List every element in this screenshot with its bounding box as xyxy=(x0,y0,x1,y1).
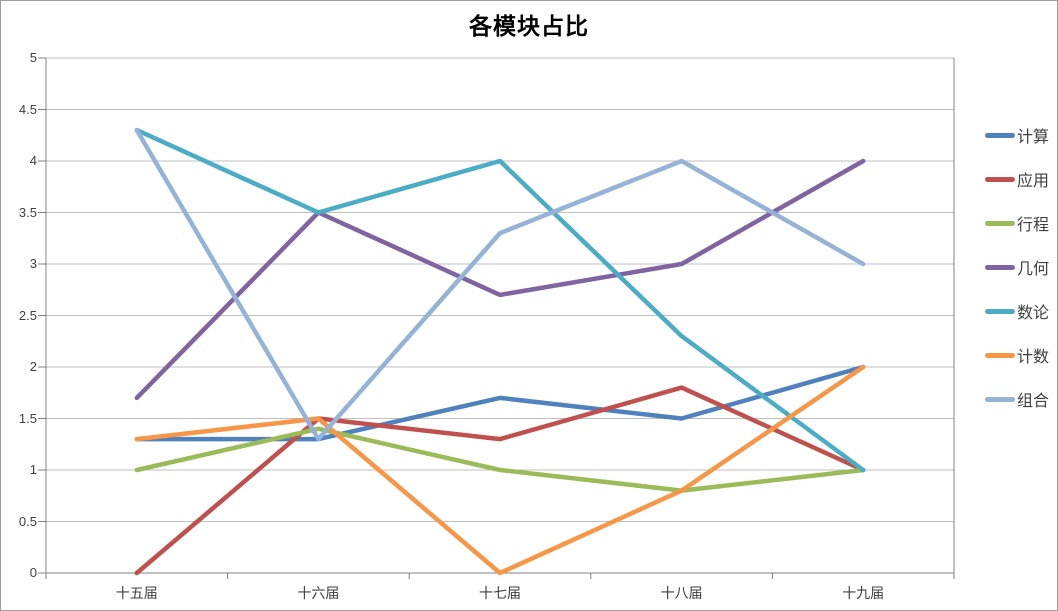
series-line-计数 xyxy=(134,364,866,576)
y-tick-label: 2 xyxy=(29,359,37,374)
legend-swatch-icon xyxy=(985,220,1015,226)
y-tick-label: 2.5 xyxy=(18,307,37,323)
legend-label: 几何 xyxy=(1017,261,1050,278)
series-line-应用 xyxy=(134,385,866,576)
legend-item: 组合 xyxy=(985,377,1049,421)
legend-item: 行程 xyxy=(985,201,1049,245)
x-tick-label: 十七届 xyxy=(479,585,521,601)
y-tick-label: 0 xyxy=(29,565,37,580)
y-tick-label: 4 xyxy=(29,153,37,168)
legend-label: 组合 xyxy=(1017,393,1050,410)
series-line-几何 xyxy=(134,158,866,401)
x-tick-label: 十八届 xyxy=(660,585,703,601)
y-tick-label: 0.5 xyxy=(18,513,37,529)
y-tick-label: 1 xyxy=(29,462,37,477)
series-line-数论 xyxy=(134,127,866,473)
legend-item: 计算 xyxy=(985,113,1049,157)
y-tick-label: 4.5 xyxy=(18,101,37,117)
legend-swatch-icon xyxy=(985,132,1015,138)
legend-label: 行程 xyxy=(1017,217,1050,234)
legend-label: 计算 xyxy=(1017,129,1050,146)
series-line-行程 xyxy=(134,426,866,493)
legend-swatch-icon xyxy=(985,264,1015,270)
legend-item: 数论 xyxy=(985,289,1049,333)
x-tick-label: 十九届 xyxy=(842,585,885,601)
y-tick-label: 5 xyxy=(29,50,37,65)
legend-item: 应用 xyxy=(985,157,1049,201)
legend-swatch-icon xyxy=(985,308,1015,314)
legend-item: 几何 xyxy=(985,245,1049,289)
y-tick-label: 1.5 xyxy=(18,410,37,426)
legend-label: 数论 xyxy=(1017,305,1050,322)
legend: 计算应用行程几何数论计数组合 xyxy=(985,113,1049,421)
y-tick-label: 3 xyxy=(29,256,37,271)
series-line-计算 xyxy=(134,364,866,442)
y-tick-label: 3.5 xyxy=(18,204,37,220)
x-tick-label: 十六届 xyxy=(297,585,340,601)
legend-swatch-icon xyxy=(985,396,1015,402)
legend-swatch-icon xyxy=(985,176,1015,182)
legend-swatch-icon xyxy=(985,352,1015,358)
x-tick-label: 十五届 xyxy=(115,585,158,601)
chart-title: 各模块占比 xyxy=(469,14,589,39)
legend-item: 计数 xyxy=(985,333,1049,377)
legend-label: 计数 xyxy=(1017,349,1050,366)
series-line-组合 xyxy=(134,127,866,442)
legend-label: 应用 xyxy=(1017,173,1050,190)
